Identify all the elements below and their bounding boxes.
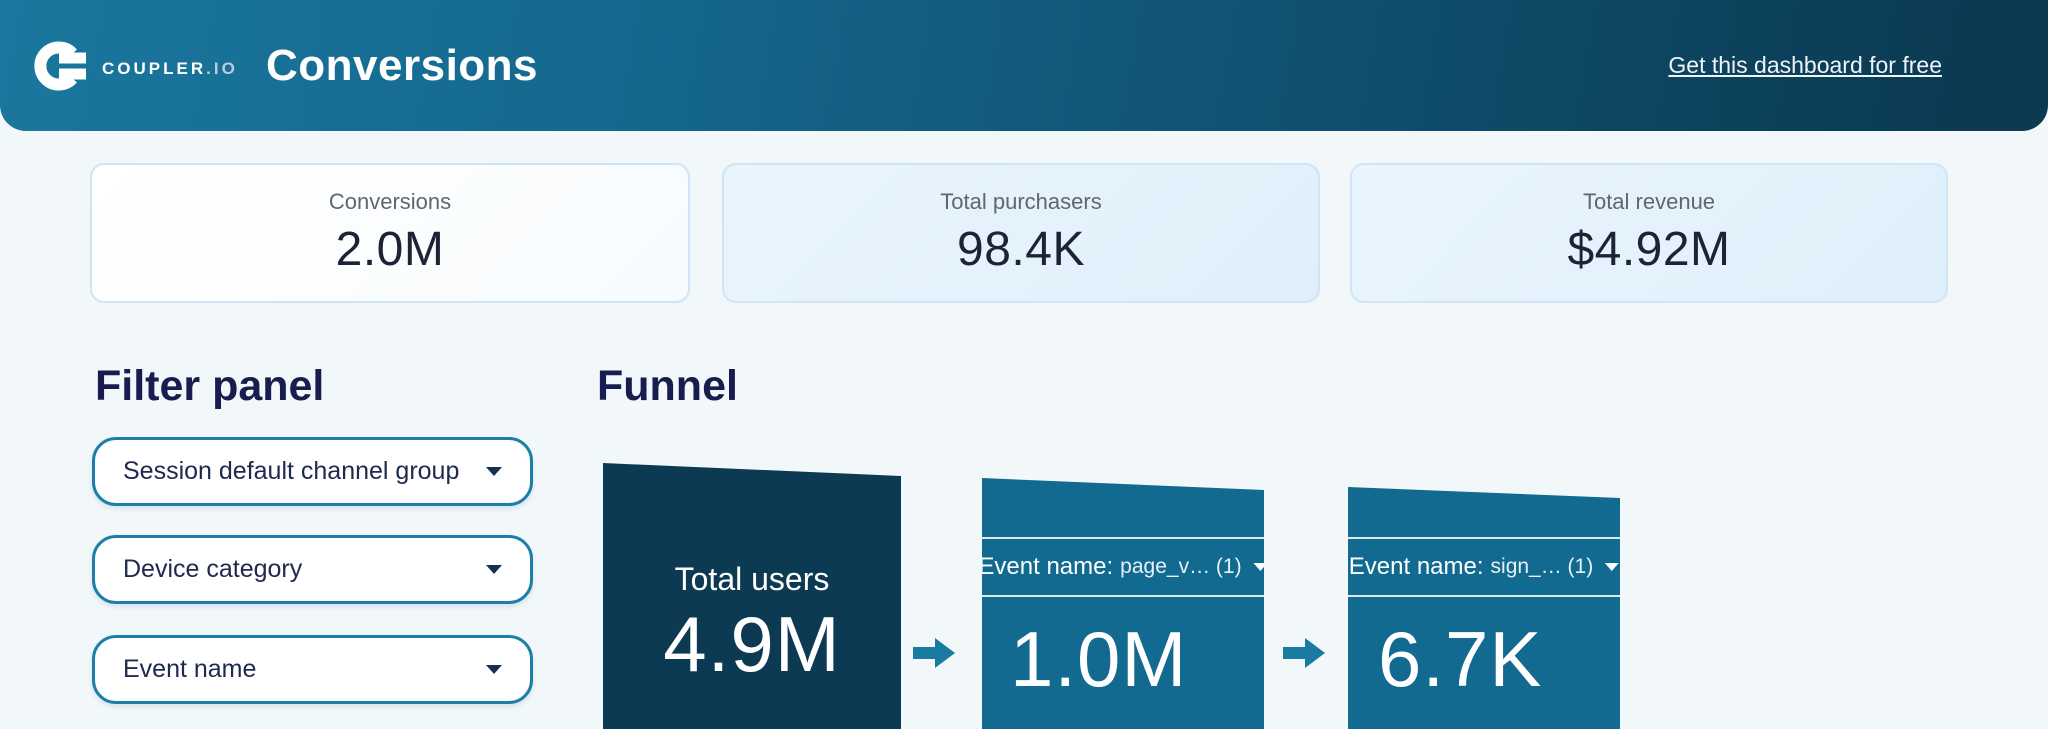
chevron-down-icon [1605,563,1620,571]
chevron-down-icon [486,565,502,574]
funnel-step-label: Total users [674,561,830,597]
dropdown-label: Event name [123,655,257,683]
dropdown-label: Session default channel group [123,457,460,485]
page-title: Conversions [266,41,539,90]
funnel-step-total-users: Total users 4.9M [603,463,901,729]
chevron-down-icon [486,467,502,476]
funnel-step-value: 1.0M [1010,615,1188,703]
chip-label: Event name: [1348,553,1484,580]
filter-dropdown-event-name[interactable]: Event name [92,635,533,704]
kpi-value: 98.4K [957,223,1085,276]
event-name-filter-chip[interactable]: Event name: sign_… (1) [1348,537,1620,597]
chip-value: page_v… (1) [1120,555,1242,578]
funnel-step-sign-up: Event name: sign_… (1) 6.7K [1348,487,1620,729]
arrow-right-icon [913,638,955,668]
coupler-logo-icon [34,40,86,97]
kpi-card-total-purchasers: Total purchasers 98.4K [722,163,1320,303]
kpi-value: 2.0M [335,223,445,276]
funnel-title: Funnel [597,362,738,410]
header: COUPLER.IO Conversions Get this dashboar… [0,0,2048,131]
filter-dropdown-device-category[interactable]: Device category [92,535,533,604]
arrow-right-icon [1283,638,1325,668]
chevron-down-icon [1253,563,1264,571]
kpi-label: Total purchasers [940,189,1102,214]
funnel-step-value: 4.9M [663,600,841,688]
dropdown-label: Device category [123,555,303,583]
chip-value: sign_… (1) [1490,555,1594,578]
chip-label: Event name: [978,553,1114,580]
funnel-step-page-view: Event name: page_v… (1) 1.0M [982,478,1264,729]
brand-name: COUPLER.IO [102,58,238,78]
kpi-label: Total revenue [1582,189,1716,214]
kpi-card-conversions: Conversions 2.0M [90,163,690,303]
coupler-logo[interactable]: COUPLER.IO [34,40,238,97]
event-name-filter-chip[interactable]: Event name: page_v… (1) [978,537,1264,597]
filter-dropdown-session-default-channel-group[interactable]: Session default channel group [92,437,533,506]
funnel-step-value: 6.7K [1378,615,1543,703]
chevron-down-icon [486,665,502,674]
get-dashboard-link[interactable]: Get this dashboard for free [1668,52,1942,78]
kpi-card-total-revenue: Total revenue $4.92M [1350,163,1948,303]
filter-panel-title: Filter panel [95,362,325,410]
kpi-value: $4.92M [1567,223,1731,276]
kpi-label: Conversions [328,189,452,214]
